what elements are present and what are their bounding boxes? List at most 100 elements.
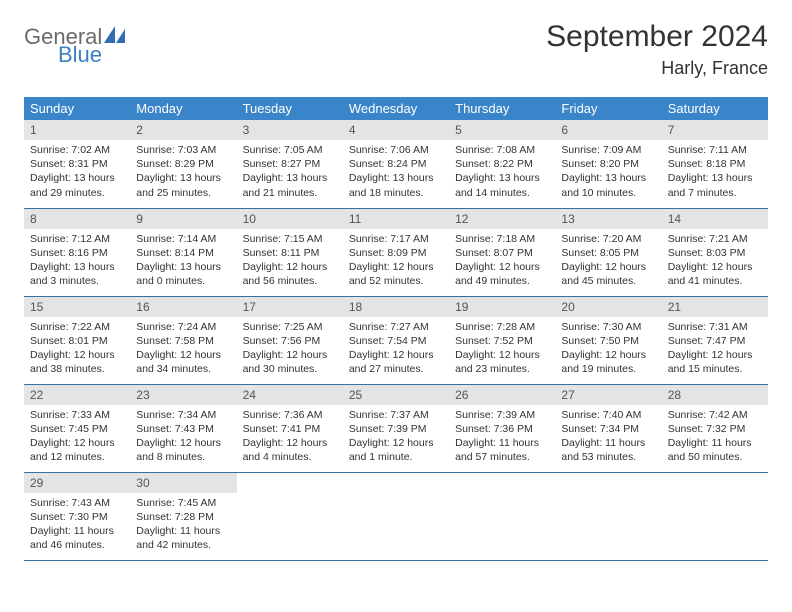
day-details: Sunrise: 7:39 AMSunset: 7:36 PMDaylight:… — [449, 405, 555, 471]
calendar-cell: 9Sunrise: 7:14 AMSunset: 8:14 PMDaylight… — [130, 208, 236, 296]
day-number: 21 — [662, 297, 768, 317]
calendar-cell: 4Sunrise: 7:06 AMSunset: 8:24 PMDaylight… — [343, 120, 449, 208]
day-details: Sunrise: 7:09 AMSunset: 8:20 PMDaylight:… — [555, 140, 661, 206]
day-number: 12 — [449, 209, 555, 229]
calendar-cell: 25Sunrise: 7:37 AMSunset: 7:39 PMDayligh… — [343, 384, 449, 472]
weekday-sunday: Sunday — [24, 97, 130, 120]
calendar-cell: 18Sunrise: 7:27 AMSunset: 7:54 PMDayligh… — [343, 296, 449, 384]
calendar-cell: 15Sunrise: 7:22 AMSunset: 8:01 PMDayligh… — [24, 296, 130, 384]
day-number: 11 — [343, 209, 449, 229]
calendar-cell: 17Sunrise: 7:25 AMSunset: 7:56 PMDayligh… — [237, 296, 343, 384]
page-title: September 2024 — [546, 20, 768, 54]
weekday-tuesday: Tuesday — [237, 97, 343, 120]
day-details: Sunrise: 7:24 AMSunset: 7:58 PMDaylight:… — [130, 317, 236, 383]
day-details: Sunrise: 7:30 AMSunset: 7:50 PMDaylight:… — [555, 317, 661, 383]
calendar-row: 22Sunrise: 7:33 AMSunset: 7:45 PMDayligh… — [24, 384, 768, 472]
day-details: Sunrise: 7:34 AMSunset: 7:43 PMDaylight:… — [130, 405, 236, 471]
calendar-cell: 19Sunrise: 7:28 AMSunset: 7:52 PMDayligh… — [449, 296, 555, 384]
weekday-friday: Friday — [555, 97, 661, 120]
day-details: Sunrise: 7:33 AMSunset: 7:45 PMDaylight:… — [24, 405, 130, 471]
day-details: Sunrise: 7:28 AMSunset: 7:52 PMDaylight:… — [449, 317, 555, 383]
day-details: Sunrise: 7:45 AMSunset: 7:28 PMDaylight:… — [130, 493, 236, 559]
day-number: 15 — [24, 297, 130, 317]
day-number: 24 — [237, 385, 343, 405]
calendar-cell: 12Sunrise: 7:18 AMSunset: 8:07 PMDayligh… — [449, 208, 555, 296]
calendar-cell: 28Sunrise: 7:42 AMSunset: 7:32 PMDayligh… — [662, 384, 768, 472]
weekday-thursday: Thursday — [449, 97, 555, 120]
calendar-cell: 7Sunrise: 7:11 AMSunset: 8:18 PMDaylight… — [662, 120, 768, 208]
day-details: Sunrise: 7:06 AMSunset: 8:24 PMDaylight:… — [343, 140, 449, 206]
day-details: Sunrise: 7:20 AMSunset: 8:05 PMDaylight:… — [555, 229, 661, 295]
day-number: 1 — [24, 120, 130, 140]
calendar-cell: 8Sunrise: 7:12 AMSunset: 8:16 PMDaylight… — [24, 208, 130, 296]
weekday-monday: Monday — [130, 97, 236, 120]
calendar-row: 8Sunrise: 7:12 AMSunset: 8:16 PMDaylight… — [24, 208, 768, 296]
calendar-cell — [555, 472, 661, 560]
day-details: Sunrise: 7:03 AMSunset: 8:29 PMDaylight:… — [130, 140, 236, 206]
day-number: 5 — [449, 120, 555, 140]
weekday-wednesday: Wednesday — [343, 97, 449, 120]
calendar-cell: 24Sunrise: 7:36 AMSunset: 7:41 PMDayligh… — [237, 384, 343, 472]
day-details: Sunrise: 7:05 AMSunset: 8:27 PMDaylight:… — [237, 140, 343, 206]
day-number: 26 — [449, 385, 555, 405]
day-details: Sunrise: 7:22 AMSunset: 8:01 PMDaylight:… — [24, 317, 130, 383]
day-details: Sunrise: 7:08 AMSunset: 8:22 PMDaylight:… — [449, 140, 555, 206]
logo: General Blue — [24, 20, 126, 66]
day-number: 19 — [449, 297, 555, 317]
day-details: Sunrise: 7:11 AMSunset: 8:18 PMDaylight:… — [662, 140, 768, 206]
calendar-cell: 3Sunrise: 7:05 AMSunset: 8:27 PMDaylight… — [237, 120, 343, 208]
day-number: 17 — [237, 297, 343, 317]
calendar-cell: 21Sunrise: 7:31 AMSunset: 7:47 PMDayligh… — [662, 296, 768, 384]
calendar-cell: 30Sunrise: 7:45 AMSunset: 7:28 PMDayligh… — [130, 472, 236, 560]
day-number: 3 — [237, 120, 343, 140]
calendar-cell: 11Sunrise: 7:17 AMSunset: 8:09 PMDayligh… — [343, 208, 449, 296]
calendar-cell: 22Sunrise: 7:33 AMSunset: 7:45 PMDayligh… — [24, 384, 130, 472]
day-number: 10 — [237, 209, 343, 229]
calendar-cell: 6Sunrise: 7:09 AMSunset: 8:20 PMDaylight… — [555, 120, 661, 208]
day-number: 16 — [130, 297, 236, 317]
calendar-cell: 14Sunrise: 7:21 AMSunset: 8:03 PMDayligh… — [662, 208, 768, 296]
header: General Blue September 2024 Harly, Franc… — [24, 20, 768, 79]
day-number: 2 — [130, 120, 236, 140]
day-details: Sunrise: 7:42 AMSunset: 7:32 PMDaylight:… — [662, 405, 768, 471]
day-details: Sunrise: 7:14 AMSunset: 8:14 PMDaylight:… — [130, 229, 236, 295]
day-details: Sunrise: 7:21 AMSunset: 8:03 PMDaylight:… — [662, 229, 768, 295]
calendar-body: 1Sunrise: 7:02 AMSunset: 8:31 PMDaylight… — [24, 120, 768, 560]
day-number: 13 — [555, 209, 661, 229]
day-details: Sunrise: 7:18 AMSunset: 8:07 PMDaylight:… — [449, 229, 555, 295]
calendar-cell: 29Sunrise: 7:43 AMSunset: 7:30 PMDayligh… — [24, 472, 130, 560]
day-details: Sunrise: 7:27 AMSunset: 7:54 PMDaylight:… — [343, 317, 449, 383]
day-details: Sunrise: 7:15 AMSunset: 8:11 PMDaylight:… — [237, 229, 343, 295]
location-label: Harly, France — [546, 58, 768, 79]
day-number: 23 — [130, 385, 236, 405]
calendar-cell: 13Sunrise: 7:20 AMSunset: 8:05 PMDayligh… — [555, 208, 661, 296]
day-number: 27 — [555, 385, 661, 405]
calendar-cell: 2Sunrise: 7:03 AMSunset: 8:29 PMDaylight… — [130, 120, 236, 208]
day-number: 20 — [555, 297, 661, 317]
day-number: 25 — [343, 385, 449, 405]
title-block: September 2024 Harly, France — [546, 20, 768, 79]
logo-text-blue: Blue — [58, 44, 126, 66]
calendar-cell — [662, 472, 768, 560]
calendar-row: 29Sunrise: 7:43 AMSunset: 7:30 PMDayligh… — [24, 472, 768, 560]
calendar-cell: 1Sunrise: 7:02 AMSunset: 8:31 PMDaylight… — [24, 120, 130, 208]
day-details: Sunrise: 7:12 AMSunset: 8:16 PMDaylight:… — [24, 229, 130, 295]
day-number: 7 — [662, 120, 768, 140]
day-details: Sunrise: 7:31 AMSunset: 7:47 PMDaylight:… — [662, 317, 768, 383]
calendar-cell — [343, 472, 449, 560]
day-number: 29 — [24, 473, 130, 493]
day-number: 30 — [130, 473, 236, 493]
calendar-cell: 16Sunrise: 7:24 AMSunset: 7:58 PMDayligh… — [130, 296, 236, 384]
calendar-table: Sunday Monday Tuesday Wednesday Thursday… — [24, 97, 768, 561]
day-details: Sunrise: 7:17 AMSunset: 8:09 PMDaylight:… — [343, 229, 449, 295]
day-details: Sunrise: 7:36 AMSunset: 7:41 PMDaylight:… — [237, 405, 343, 471]
calendar-cell: 23Sunrise: 7:34 AMSunset: 7:43 PMDayligh… — [130, 384, 236, 472]
calendar-cell: 10Sunrise: 7:15 AMSunset: 8:11 PMDayligh… — [237, 208, 343, 296]
calendar-cell: 20Sunrise: 7:30 AMSunset: 7:50 PMDayligh… — [555, 296, 661, 384]
calendar-cell: 27Sunrise: 7:40 AMSunset: 7:34 PMDayligh… — [555, 384, 661, 472]
day-details: Sunrise: 7:02 AMSunset: 8:31 PMDaylight:… — [24, 140, 130, 206]
day-number: 9 — [130, 209, 236, 229]
calendar-cell: 26Sunrise: 7:39 AMSunset: 7:36 PMDayligh… — [449, 384, 555, 472]
calendar-row: 15Sunrise: 7:22 AMSunset: 8:01 PMDayligh… — [24, 296, 768, 384]
day-number: 18 — [343, 297, 449, 317]
